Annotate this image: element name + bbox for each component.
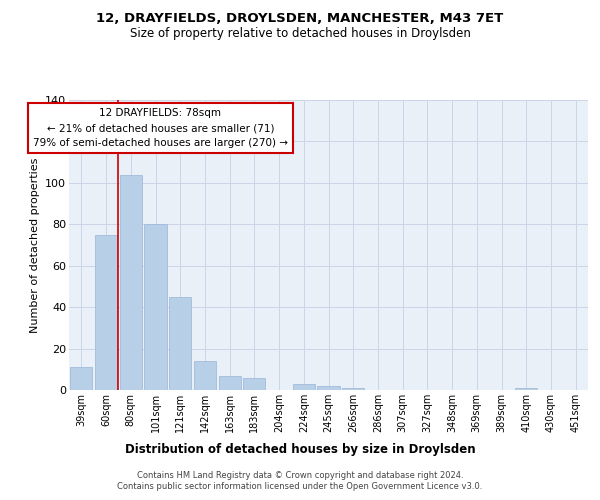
Bar	[293, 384, 315, 390]
Bar	[119, 174, 142, 390]
Text: 12 DRAYFIELDS: 78sqm
← 21% of detached houses are smaller (71)
79% of semi-detac: 12 DRAYFIELDS: 78sqm ← 21% of detached h…	[33, 108, 288, 148]
Bar	[145, 224, 167, 390]
Bar	[194, 361, 216, 390]
Bar	[95, 234, 117, 390]
Bar	[243, 378, 265, 390]
Text: 12, DRAYFIELDS, DROYLSDEN, MANCHESTER, M43 7ET: 12, DRAYFIELDS, DROYLSDEN, MANCHESTER, M…	[97, 12, 503, 26]
Text: Distribution of detached houses by size in Droylsden: Distribution of detached houses by size …	[125, 442, 475, 456]
Bar	[218, 376, 241, 390]
Bar	[317, 386, 340, 390]
Bar	[515, 388, 538, 390]
Bar	[169, 297, 191, 390]
Y-axis label: Number of detached properties: Number of detached properties	[29, 158, 40, 332]
Bar	[70, 367, 92, 390]
Bar	[342, 388, 364, 390]
Text: Contains public sector information licensed under the Open Government Licence v3: Contains public sector information licen…	[118, 482, 482, 491]
Text: Contains HM Land Registry data © Crown copyright and database right 2024.: Contains HM Land Registry data © Crown c…	[137, 471, 463, 480]
Text: Size of property relative to detached houses in Droylsden: Size of property relative to detached ho…	[130, 28, 470, 40]
